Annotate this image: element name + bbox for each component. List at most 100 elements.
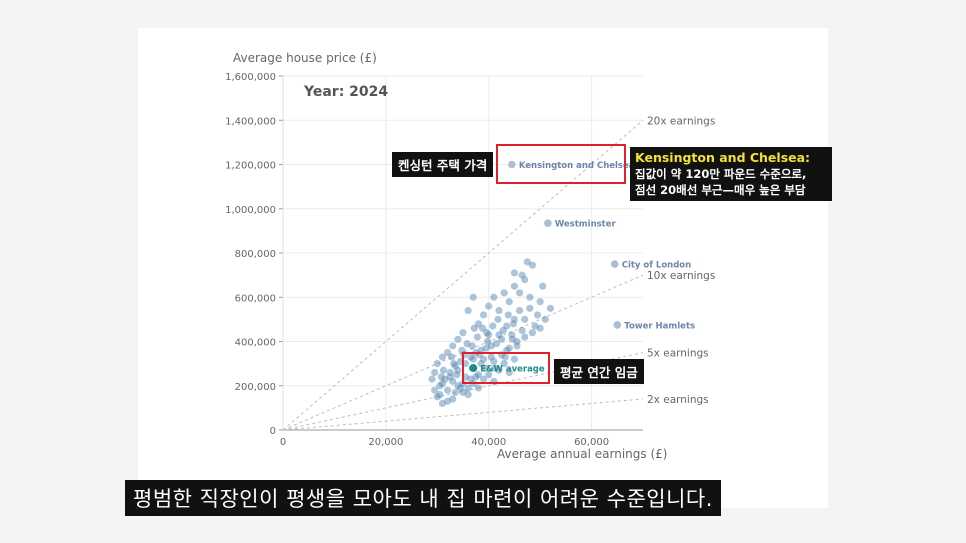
scatter-point [513, 337, 521, 346]
scatter-point [438, 379, 447, 388]
scatter-point [443, 397, 452, 405]
scatter-point [474, 384, 483, 392]
reference-line [282, 119, 644, 431]
scatter-point [503, 322, 511, 330]
scatter-point [468, 342, 476, 350]
scatter-point [438, 399, 447, 408]
scatter-point [485, 331, 493, 339]
scatter-point [485, 371, 493, 379]
scatter-point [446, 368, 454, 377]
scatter-point [437, 373, 445, 381]
scatter-point [500, 289, 508, 297]
scatter-point [487, 342, 495, 350]
scatter-point [490, 293, 498, 301]
scatter-point [526, 304, 534, 312]
callout-kensington-price: 켄싱턴 주택 가격 [392, 152, 494, 177]
scatter-point [510, 282, 519, 290]
callout-detail-line2: 점선 20배선 부근—매우 높은 부담 [635, 183, 806, 197]
scatter-point [474, 320, 483, 328]
x-tick-label: 60,000 [574, 437, 609, 448]
scatter-point [508, 335, 516, 343]
scatter-point [505, 368, 513, 377]
scatter-point [518, 271, 526, 279]
scatter-point [431, 386, 439, 394]
scatter-point [474, 371, 483, 379]
scatter-point [531, 322, 539, 330]
scatter-point [509, 320, 517, 328]
scatter-point [518, 326, 526, 335]
scatter-point [489, 322, 497, 330]
labeled-point [610, 260, 619, 268]
callout-detail-line1: 집값이 약 120만 파운드 수준으로, [635, 167, 807, 181]
scatter-point [431, 368, 439, 377]
scatter-point [438, 353, 447, 361]
reference-line-label: 5x earnings [647, 348, 709, 360]
scatter-point [469, 293, 477, 301]
callout-average-wage: 평균 연간 임금 [554, 359, 644, 384]
scatter-point [467, 375, 475, 383]
reference-line [282, 398, 644, 431]
labeled-point-text: Westminster [555, 220, 617, 230]
scatter-point [487, 353, 495, 361]
scatter-point [528, 329, 537, 337]
scatter-point [495, 306, 503, 315]
scatter-point [467, 353, 475, 361]
highlight-box-average [462, 352, 550, 384]
scatter-point [510, 355, 519, 363]
scatter-point [463, 340, 471, 348]
scatter-point [449, 342, 457, 350]
scatter-point [449, 395, 457, 403]
scatter-point [479, 311, 488, 319]
scatter-point [495, 331, 503, 339]
scatter-point [479, 375, 488, 383]
labeled-point-text: Kensington and Chelsea [519, 161, 635, 171]
labeled-point [613, 321, 622, 329]
y-tick-label: 800,000 [235, 249, 276, 260]
scatter-point [454, 366, 462, 374]
scatter-point [484, 337, 492, 346]
scatter-point [439, 366, 448, 374]
labeled-point-text: Tower Hamlets [624, 321, 695, 331]
scatter-point [536, 298, 544, 306]
scatter-point [477, 360, 485, 368]
scatter-point [482, 344, 490, 352]
scatter-point [510, 269, 519, 277]
scatter-point [456, 384, 465, 392]
y-tick-label: 400,000 [235, 338, 276, 349]
scatter-point [478, 324, 487, 332]
scatter-point [515, 306, 524, 315]
scatter-point [528, 261, 537, 269]
y-tick-label: 1,400,000 [225, 116, 276, 127]
scatter-point [433, 360, 441, 368]
scatter-point [497, 335, 506, 343]
scatter-point [450, 360, 458, 368]
scatter-point [499, 326, 507, 335]
labeled-point-text: E&W average [480, 365, 545, 375]
y-tick-label: 200,000 [235, 382, 276, 393]
callout-kensington-detail: Kensington and Chelsea: 집값이 약 120만 파운드 수… [630, 147, 832, 201]
callout-detail-title: Kensington and Chelsea: [635, 150, 811, 165]
scatter-point [483, 329, 491, 337]
scatter-point [491, 364, 499, 372]
scatter-point [448, 353, 456, 361]
y-tick-label: 600,000 [235, 293, 276, 304]
scatter-point [443, 386, 452, 394]
scatter-point [454, 335, 462, 343]
scatter-point [485, 302, 493, 310]
labeled-point [508, 160, 516, 169]
scatter-point [449, 377, 457, 385]
scatter-point [510, 315, 519, 323]
x-tick-label: 20,000 [368, 437, 403, 448]
scatter-point [433, 393, 441, 401]
labeled-point-text: City of London [622, 261, 692, 271]
x-axis-title: Average annual earnings (£) [497, 447, 668, 461]
scatter-point [482, 364, 490, 372]
labeled-point [469, 364, 478, 373]
scatter-point [508, 331, 516, 339]
scatter-point [469, 355, 477, 363]
x-tick-label: 40,000 [471, 437, 506, 448]
y-tick-label: 1,000,000 [225, 205, 276, 216]
chart-title: Year: 2024 [304, 84, 389, 100]
scatter-point [472, 373, 480, 381]
